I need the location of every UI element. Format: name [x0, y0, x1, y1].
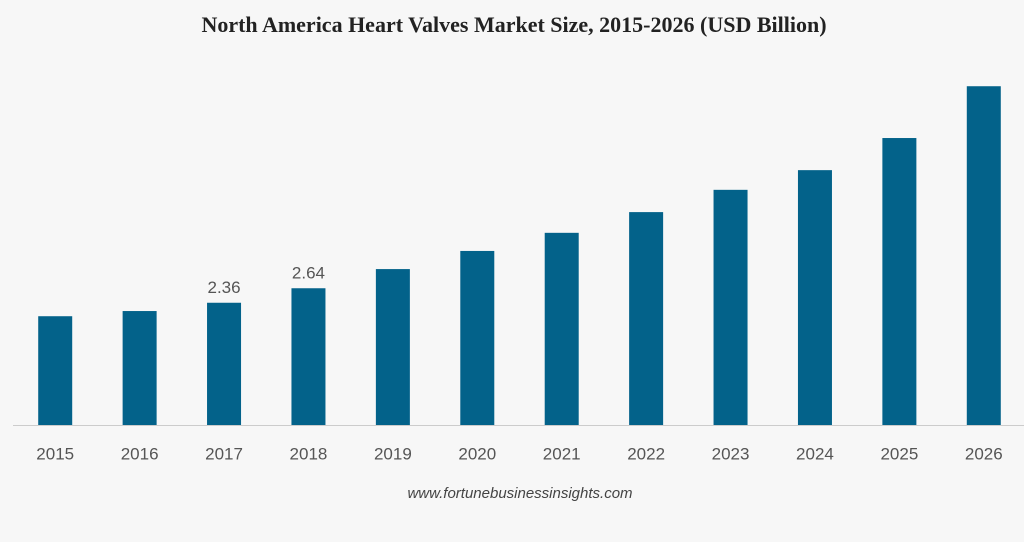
x-tick-label: 2018 — [290, 444, 328, 463]
bar — [207, 302, 242, 425]
source: www.fortunebusinessinsights.com — [407, 485, 632, 502]
x-tick-label: 2016 — [121, 444, 159, 463]
x-tick-label: 2019 — [374, 444, 412, 463]
value-label: 2.36 — [207, 278, 240, 297]
value-label: 2.64 — [292, 264, 325, 283]
x-tick-label: 2025 — [880, 444, 918, 463]
bar — [375, 269, 410, 425]
x-tick-label: 2017 — [205, 444, 243, 463]
bar — [713, 189, 748, 425]
bar — [544, 232, 579, 425]
bar — [291, 288, 326, 425]
bar — [966, 86, 1001, 425]
x-tick-label: 2024 — [796, 444, 834, 463]
bar — [460, 250, 495, 425]
x-tick-label: 2023 — [712, 444, 750, 463]
bar — [882, 138, 917, 425]
bar — [629, 212, 664, 425]
x-tick-label: 2021 — [543, 444, 581, 463]
bar — [122, 311, 157, 425]
x-tick-label: 2015 — [36, 444, 74, 463]
bar — [797, 170, 832, 425]
x-tick-label: 2022 — [627, 444, 665, 463]
x-tick-label: 2026 — [965, 444, 1003, 463]
chart-title: North America Heart Valves Market Size, … — [201, 12, 826, 37]
bar — [38, 316, 73, 425]
x-tick-label: 2020 — [458, 444, 496, 463]
